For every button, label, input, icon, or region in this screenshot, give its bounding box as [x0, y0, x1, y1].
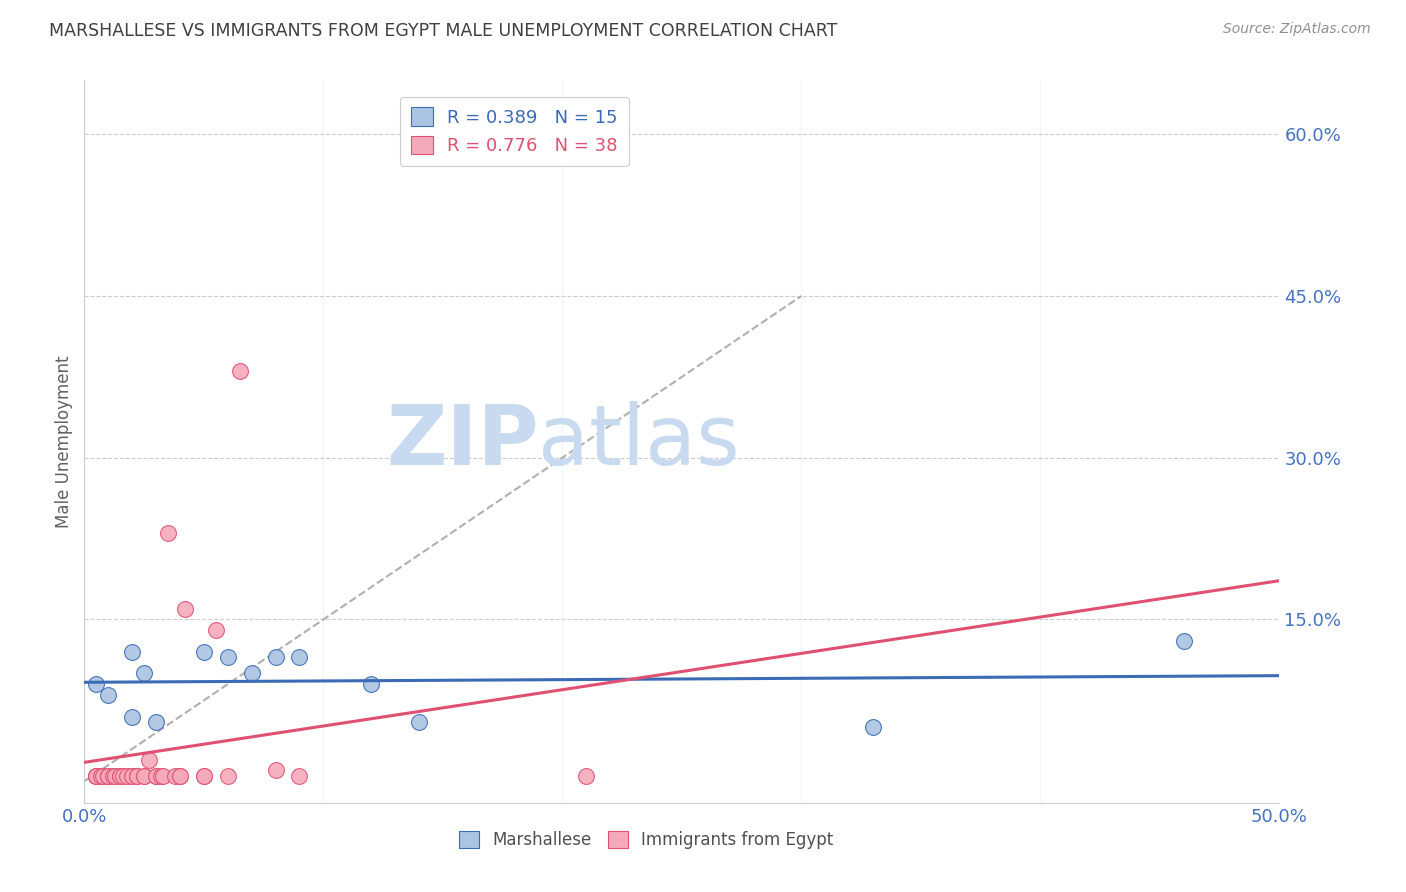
Point — [217, 650, 239, 665]
Point — [193, 769, 215, 783]
Point — [132, 769, 156, 783]
Point — [138, 753, 160, 767]
Point — [86, 677, 108, 691]
Point — [145, 769, 167, 783]
Point — [86, 769, 108, 783]
Point — [288, 650, 311, 665]
Point — [132, 666, 156, 681]
Point — [101, 769, 124, 783]
Point — [169, 769, 191, 783]
Point — [121, 769, 143, 783]
Point — [97, 769, 120, 783]
Point — [145, 714, 167, 729]
Point — [157, 526, 180, 541]
Point — [360, 677, 382, 691]
Point — [1173, 634, 1195, 648]
Point — [152, 769, 174, 783]
Point — [264, 650, 287, 665]
Point — [97, 688, 120, 702]
Point — [193, 769, 215, 783]
Point — [149, 769, 172, 783]
Point — [117, 769, 139, 783]
Point — [125, 769, 148, 783]
Point — [86, 769, 108, 783]
Point — [110, 769, 132, 783]
Point — [575, 769, 598, 783]
Y-axis label: Male Unemployment: Male Unemployment — [55, 355, 73, 528]
Point — [165, 769, 187, 783]
Point — [121, 645, 143, 659]
Text: ZIP: ZIP — [387, 401, 538, 482]
Point — [90, 769, 112, 783]
Point — [288, 769, 311, 783]
Point — [111, 769, 134, 783]
Point — [97, 769, 120, 783]
Point — [93, 769, 115, 783]
Point — [229, 364, 252, 378]
Point — [862, 720, 884, 734]
Point — [125, 769, 148, 783]
Point — [121, 769, 143, 783]
Point — [110, 769, 132, 783]
Point — [132, 769, 156, 783]
Point — [217, 769, 239, 783]
Text: MARSHALLESE VS IMMIGRANTS FROM EGYPT MALE UNEMPLOYMENT CORRELATION CHART: MARSHALLESE VS IMMIGRANTS FROM EGYPT MAL… — [49, 22, 838, 40]
Point — [121, 709, 143, 723]
Point — [193, 645, 215, 659]
Point — [86, 769, 108, 783]
Point — [169, 769, 191, 783]
Point — [104, 769, 127, 783]
Legend: Marshallese, Immigrants from Egypt: Marshallese, Immigrants from Egypt — [451, 824, 841, 856]
Point — [205, 624, 228, 638]
Point — [240, 666, 263, 681]
Point — [173, 601, 195, 615]
Point — [97, 769, 120, 783]
Text: Source: ZipAtlas.com: Source: ZipAtlas.com — [1223, 22, 1371, 37]
Point — [145, 769, 167, 783]
Point — [408, 714, 430, 729]
Point — [264, 764, 287, 778]
Text: atlas: atlas — [538, 401, 740, 482]
